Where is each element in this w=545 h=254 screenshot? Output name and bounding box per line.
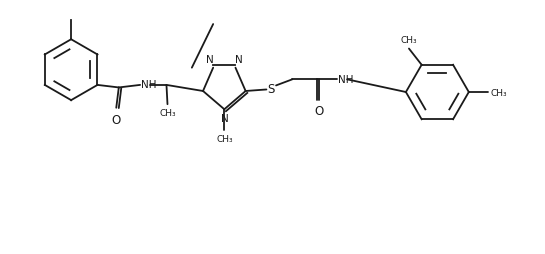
Text: O: O — [314, 105, 323, 118]
Text: NH: NH — [338, 74, 353, 85]
Text: CH₃: CH₃ — [159, 109, 176, 118]
Text: CH₃: CH₃ — [490, 88, 507, 97]
Text: CH₃: CH₃ — [400, 36, 417, 45]
Text: N: N — [205, 55, 214, 65]
Text: CH₃: CH₃ — [216, 134, 233, 143]
Text: O: O — [111, 113, 120, 126]
Text: N: N — [221, 113, 229, 123]
Text: S: S — [267, 83, 275, 96]
Text: N: N — [235, 55, 243, 65]
Text: NH: NH — [141, 80, 156, 90]
